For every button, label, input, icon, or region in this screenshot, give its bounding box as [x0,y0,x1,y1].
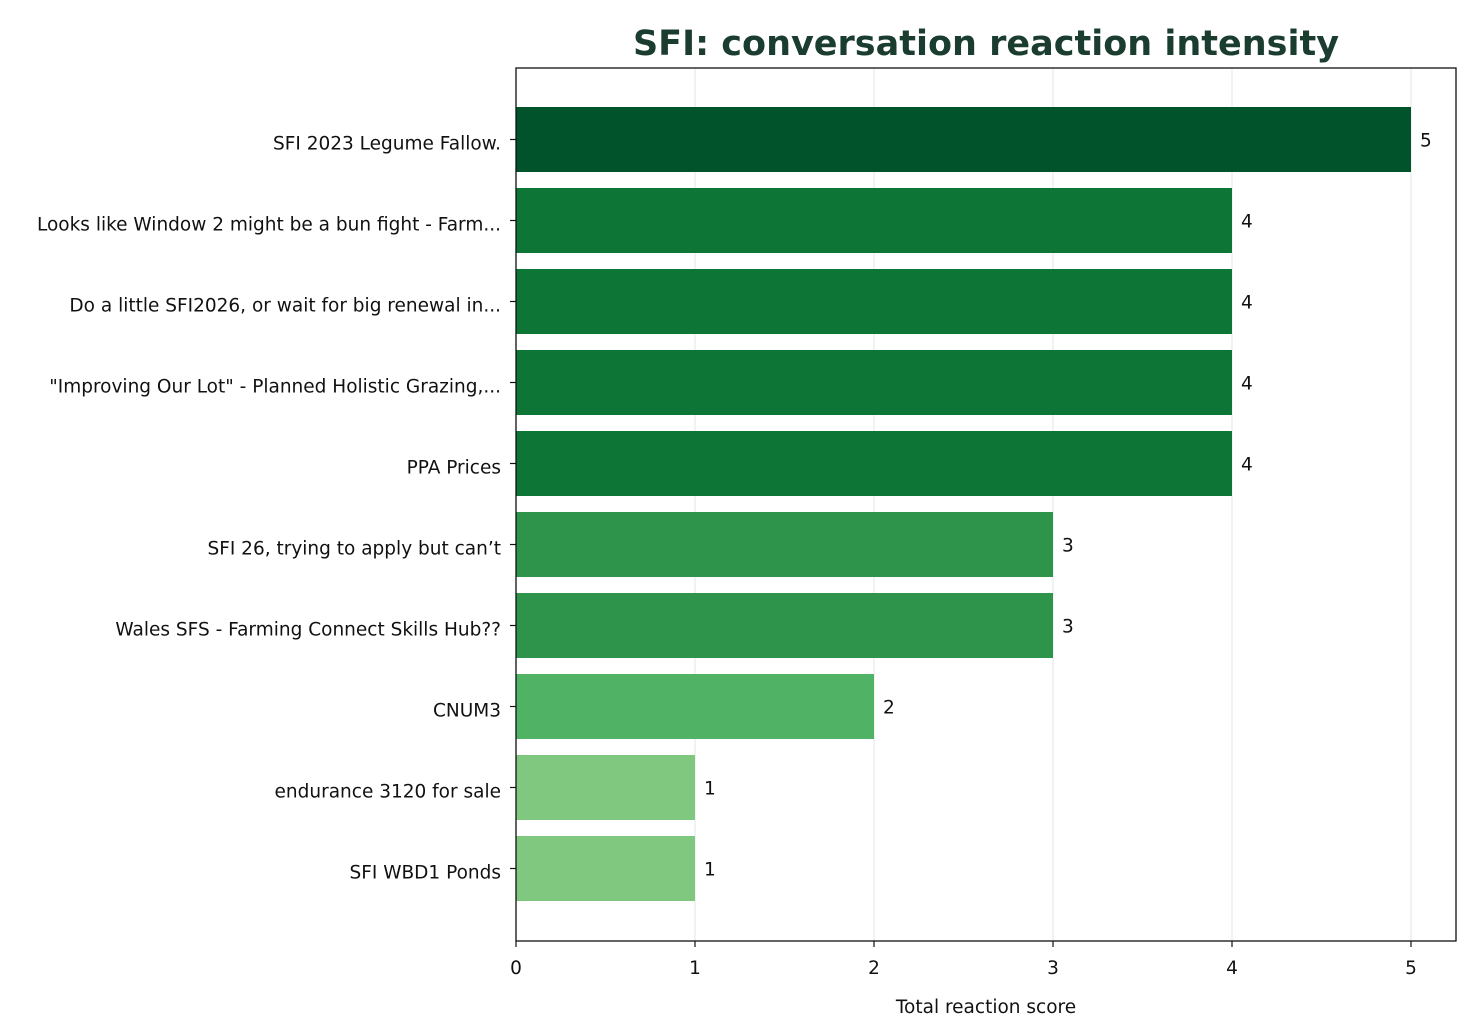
y-axis-labels: SFI 2023 Legume Fallow. Looks like Window… [37,134,516,884]
bar-value-label: 1 [704,779,716,800]
bar-value-label: 4 [1241,455,1253,476]
bars [516,107,1411,901]
bar [516,269,1232,334]
bar [516,512,1053,577]
bar [516,836,695,901]
bar [516,107,1411,172]
bar [516,674,874,739]
x-tick-label: 3 [1047,958,1059,979]
chart-title: SFI: conversation reaction intensity [633,24,1339,64]
y-category-label: "Improving Our Lot" - Planned Holistic G… [49,377,501,398]
y-category-label: Looks like Window 2 might be a bun fight… [37,215,501,236]
plot-frame [515,67,1457,942]
y-category-label: Do a little SFI2026, or wait for big ren… [69,296,501,317]
bar [516,188,1232,253]
x-axis-title: Total reaction score [895,997,1076,1018]
bar-value-label: 4 [1241,293,1253,314]
y-category-label: CNUM3 [433,701,501,722]
bar-value-label: 2 [883,698,895,719]
y-category-label: PPA Prices [407,458,501,479]
x-tick-label: 5 [1405,958,1417,979]
value-labels: 5 4 4 4 4 3 3 2 1 1 [704,131,1432,881]
bar [516,431,1232,496]
y-category-label: SFI 2023 Legume Fallow. [273,134,501,155]
bar-value-label: 3 [1062,536,1074,557]
bar [516,593,1053,658]
bar [516,350,1232,415]
bar [516,755,695,820]
y-category-label: SFI WBD1 Ponds [349,863,501,884]
x-axis-ticks: 0 1 2 3 4 5 [510,941,1417,979]
bar-value-label: 5 [1420,131,1432,152]
y-category-label: endurance 3120 for sale [275,782,501,803]
x-tick-label: 4 [1226,958,1238,979]
bar-value-label: 4 [1241,374,1253,395]
bar-value-label: 4 [1241,212,1253,233]
bar-value-label: 1 [704,860,716,881]
y-category-label: SFI 26, trying to apply but can’t [207,539,501,560]
y-category-label: Wales SFS - Farming Connect Skills Hub?? [115,620,501,641]
x-tick-label: 0 [510,958,522,979]
x-tick-label: 1 [689,958,701,979]
x-tick-label: 2 [868,958,880,979]
bar-value-label: 3 [1062,617,1074,638]
